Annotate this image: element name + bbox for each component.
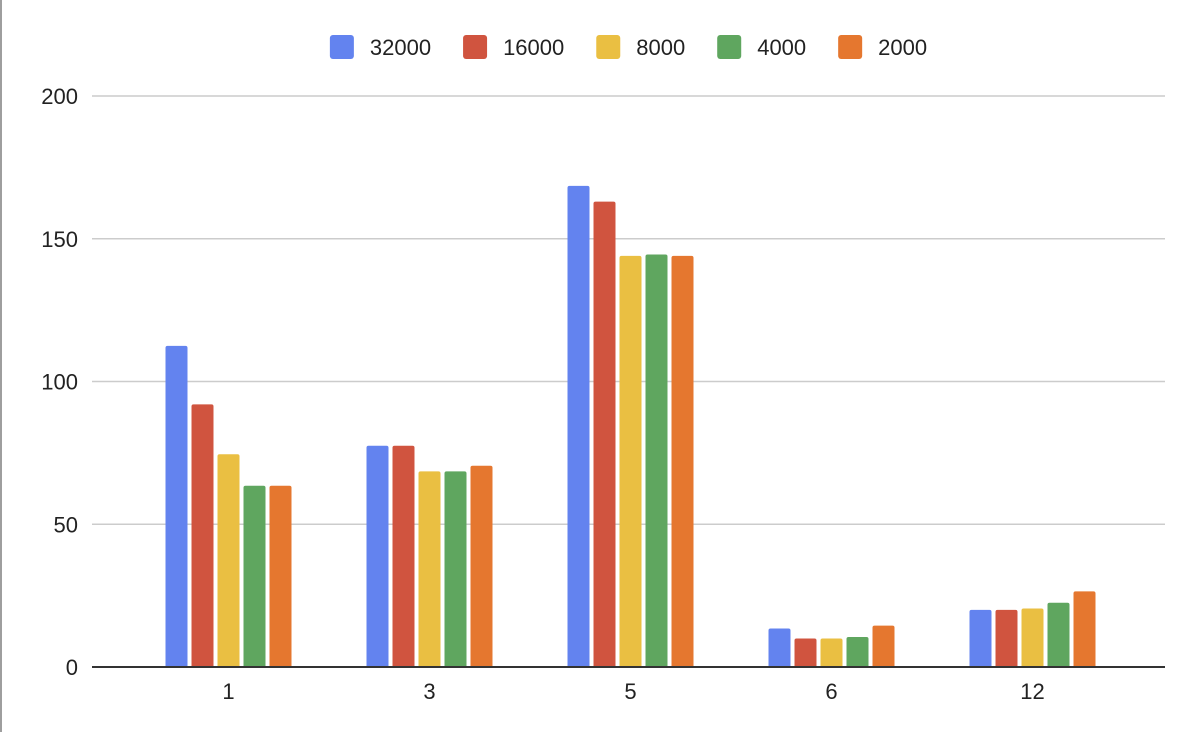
bar-4000-cat-6 xyxy=(846,637,869,667)
bar-8000-cat-1 xyxy=(217,454,240,667)
bar-2000-cat-1 xyxy=(269,485,292,667)
legend-item-32000[interactable]: 32000 xyxy=(329,35,431,60)
legend-swatch xyxy=(717,35,742,59)
bar-8000-cat-3 xyxy=(418,471,441,667)
y-tick-label: 150 xyxy=(41,227,78,252)
legend-swatch xyxy=(329,35,354,59)
y-tick-label: 0 xyxy=(66,655,78,680)
bar-4000-cat-12 xyxy=(1047,602,1070,667)
bar-4000-cat-5 xyxy=(645,254,668,667)
x-tick-label: 6 xyxy=(825,679,837,704)
legend-item-8000[interactable]: 8000 xyxy=(596,35,685,60)
bar-2000-cat-5 xyxy=(671,255,694,667)
bars xyxy=(165,185,1096,667)
legend-swatch xyxy=(838,35,863,59)
left-border xyxy=(0,0,2,732)
x-tick-label: 12 xyxy=(1020,679,1044,704)
legend-swatch xyxy=(463,35,488,59)
bar-32000-cat-6 xyxy=(768,628,791,667)
y-tick-label: 200 xyxy=(41,84,78,109)
bar-8000-cat-6 xyxy=(820,638,843,667)
bar-16000-cat-6 xyxy=(794,638,817,667)
bar-2000-cat-3 xyxy=(470,465,493,667)
bar-16000-cat-1 xyxy=(191,404,214,667)
x-tick-label: 5 xyxy=(624,679,636,704)
legend-label: 16000 xyxy=(503,35,564,60)
bar-2000-cat-12 xyxy=(1073,591,1096,667)
bar-8000-cat-5 xyxy=(619,255,642,667)
bar-16000-cat-3 xyxy=(392,445,415,667)
legend-item-2000[interactable]: 2000 xyxy=(838,35,927,60)
y-tick-label: 50 xyxy=(54,512,78,537)
x-tick-label: 1 xyxy=(222,679,234,704)
legend-item-16000[interactable]: 16000 xyxy=(463,35,564,60)
bar-4000-cat-3 xyxy=(444,471,467,667)
legend-item-4000[interactable]: 4000 xyxy=(717,35,806,60)
bar-32000-cat-5 xyxy=(567,185,590,667)
bar-8000-cat-12 xyxy=(1021,608,1044,667)
bar-16000-cat-5 xyxy=(593,201,616,667)
legend-label: 2000 xyxy=(878,35,927,60)
y-tick-label: 100 xyxy=(41,370,78,395)
x-tick-label: 3 xyxy=(423,679,435,704)
bar-2000-cat-6 xyxy=(872,625,895,667)
legend: 32000 16000 8000 4000 2000 xyxy=(329,35,927,60)
legend-label: 32000 xyxy=(370,35,431,60)
bar-4000-cat-1 xyxy=(243,485,266,667)
bar-16000-cat-12 xyxy=(995,609,1018,667)
legend-label: 4000 xyxy=(757,35,806,60)
y-axis-ticks: 0 50 100 150 200 xyxy=(41,84,78,680)
legend-label: 8000 xyxy=(636,35,685,60)
bar-32000-cat-3 xyxy=(366,445,389,667)
legend-swatch xyxy=(596,35,621,59)
bar-32000-cat-12 xyxy=(969,609,992,667)
x-axis-ticks: 1 3 5 6 12 xyxy=(222,679,1044,704)
bar-32000-cat-1 xyxy=(165,345,188,667)
